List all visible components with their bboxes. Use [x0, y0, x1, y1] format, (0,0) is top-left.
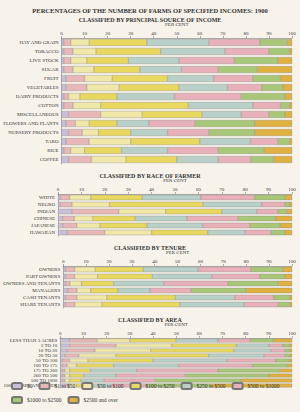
svg-text:NEGRO: NEGRO: [38, 202, 56, 207]
svg-text:10: 10: [82, 31, 88, 36]
svg-text:HAWAIIAN: HAWAIIAN: [30, 230, 56, 235]
svg-text:60: 60: [196, 187, 202, 192]
svg-text:40: 40: [149, 187, 155, 192]
svg-text:NURSERY PRODUCTS: NURSERY PRODUCTS: [8, 130, 58, 135]
svg-text:10: 10: [84, 259, 90, 264]
svg-text:10: 10: [79, 187, 85, 192]
svg-text:$100 to $250: $100 to $250: [146, 383, 175, 389]
svg-text:40: 40: [151, 31, 157, 36]
svg-text:30: 30: [127, 331, 133, 336]
svg-text:$250 to $500: $250 to $500: [197, 383, 226, 389]
svg-text:PER CENT: PER CENT: [163, 178, 187, 183]
svg-text:$500 to $1000: $500 to $1000: [248, 383, 280, 389]
svg-text:100: 100: [288, 331, 296, 336]
svg-text:100: 100: [288, 31, 296, 36]
svg-text:1000 ACRES AND OVER: 1000 ACRES AND OVER: [4, 383, 58, 388]
svg-text:MANAGERS: MANAGERS: [32, 288, 60, 293]
svg-text:40: 40: [150, 331, 156, 336]
svg-text:LESS THAN 3 ACRES: LESS THAN 3 ACRES: [9, 338, 58, 343]
svg-text:10 TO 20: 10 TO 20: [38, 348, 58, 353]
svg-text:WHITE: WHITE: [39, 195, 55, 200]
svg-text:30: 30: [126, 187, 132, 192]
svg-text:SUGAR: SUGAR: [42, 67, 60, 72]
svg-text:80: 80: [243, 31, 249, 36]
svg-text:INDIAN: INDIAN: [37, 209, 55, 214]
svg-text:60: 60: [198, 259, 204, 264]
svg-text:TOBACCO: TOBACCO: [35, 49, 59, 54]
svg-text:COTTON: COTTON: [38, 103, 59, 108]
svg-text:$0: $0: [27, 383, 33, 389]
svg-text:PART OWNERS: PART OWNERS: [26, 274, 61, 279]
svg-text:JAPANESE: JAPANESE: [31, 223, 55, 228]
svg-text:50: 50: [174, 331, 180, 336]
svg-text:90: 90: [267, 259, 273, 264]
svg-text:100: 100: [288, 259, 296, 264]
svg-text:FRUIT: FRUIT: [44, 76, 58, 81]
svg-text:50: 50: [173, 187, 179, 192]
svg-text:70: 70: [221, 259, 227, 264]
svg-text:50: 50: [175, 259, 181, 264]
svg-text:70: 70: [219, 187, 225, 192]
svg-text:CLASSIFIED BY PRINCIPAL SOURCE: CLASSIFIED BY PRINCIPAL SOURCE OF INCOME: [79, 17, 222, 23]
svg-text:OWNERS AND TENANTS: OWNERS AND TENANTS: [3, 281, 60, 286]
svg-text:PER CENT: PER CENT: [165, 22, 189, 27]
svg-text:80: 80: [244, 259, 250, 264]
svg-text:CLASSIFIED BY TENURE: CLASSIFIED BY TENURE: [114, 245, 186, 251]
svg-text:0: 0: [60, 31, 63, 36]
svg-text:TARO: TARO: [45, 139, 59, 144]
svg-text:90: 90: [266, 31, 272, 36]
svg-text:20 TO 50: 20 TO 50: [38, 353, 58, 358]
svg-text:260 TO 500: 260 TO 500: [33, 373, 58, 378]
svg-text:20: 20: [104, 331, 110, 336]
svg-text:60: 60: [197, 31, 203, 36]
svg-text:PER CENT: PER CENT: [164, 322, 188, 327]
svg-text:80: 80: [243, 331, 249, 336]
svg-text:VEGETABLES: VEGETABLES: [27, 85, 59, 90]
svg-text:500 TO 1000: 500 TO 1000: [30, 378, 58, 383]
svg-text:RICE: RICE: [47, 148, 58, 153]
svg-text:90: 90: [266, 331, 272, 336]
svg-text:CASH TENANTS: CASH TENANTS: [23, 295, 60, 300]
svg-text:0: 0: [59, 331, 62, 336]
svg-text:PERCENTAGES OF THE NUMBER OF F: PERCENTAGES OF THE NUMBER OF FARMS OF SP…: [32, 7, 267, 14]
svg-text:50: 50: [174, 31, 180, 36]
svg-text:30: 30: [128, 31, 134, 36]
svg-text:175 TO 260: 175 TO 260: [33, 368, 58, 373]
svg-text:10: 10: [81, 331, 87, 336]
svg-text:$1000 to $2500: $1000 to $2500: [27, 397, 62, 403]
svg-text:FLOWERS AND PLANTS: FLOWERS AND PLANTS: [3, 121, 59, 126]
svg-text:3 TO 10: 3 TO 10: [40, 343, 58, 348]
svg-text:DAIRY PRODUCTS: DAIRY PRODUCTS: [16, 94, 59, 99]
svg-text:COFFEE: COFFEE: [40, 157, 59, 162]
svg-text:HAY AND GRAIN: HAY AND GRAIN: [19, 40, 58, 45]
svg-text:MISCELLANEOUS: MISCELLANEOUS: [17, 112, 59, 117]
svg-text:CHINESE: CHINESE: [34, 216, 55, 221]
svg-text:50 TO 100: 50 TO 100: [35, 358, 58, 363]
svg-text:90: 90: [266, 187, 272, 192]
svg-text:LIVE STOCK: LIVE STOCK: [30, 58, 59, 63]
svg-text:70: 70: [220, 331, 226, 336]
svg-text:80: 80: [243, 187, 249, 192]
svg-text:20: 20: [102, 187, 108, 192]
svg-text:20: 20: [105, 31, 111, 36]
svg-text:$50 to $100: $50 to $100: [97, 383, 124, 389]
svg-text:$1 to $50: $1 to $50: [55, 383, 76, 389]
svg-text:20: 20: [106, 259, 112, 264]
svg-text:$2500 and over: $2500 and over: [84, 397, 118, 403]
svg-text:30: 30: [129, 259, 135, 264]
svg-text:0: 0: [62, 259, 65, 264]
svg-text:60: 60: [197, 331, 203, 336]
svg-text:CLASSIFIED BY AREA: CLASSIFIED BY AREA: [118, 317, 182, 323]
svg-text:40: 40: [152, 259, 158, 264]
svg-text:100: 100: [288, 187, 296, 192]
svg-text:CLASSIFIED BY RACE OF FARMER: CLASSIFIED BY RACE OF FARMER: [99, 173, 201, 179]
svg-text:0: 0: [57, 187, 60, 192]
svg-text:PER CENT: PER CENT: [165, 250, 190, 255]
svg-text:100 TO 175: 100 TO 175: [33, 363, 58, 368]
svg-text:SHARE TENANTS: SHARE TENANTS: [20, 302, 61, 307]
svg-text:OWNERS: OWNERS: [39, 267, 60, 272]
svg-text:70: 70: [220, 31, 226, 36]
